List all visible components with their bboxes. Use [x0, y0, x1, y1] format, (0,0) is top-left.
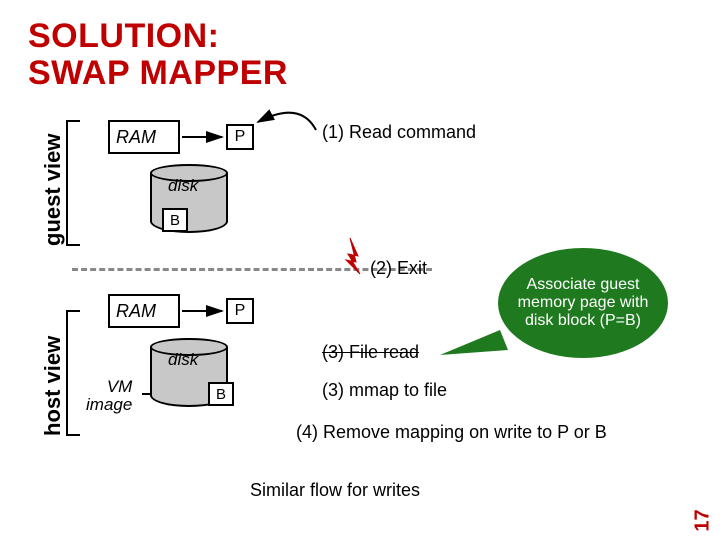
- guest-b-box: B: [162, 208, 188, 232]
- host-p-box: P: [226, 298, 254, 324]
- host-ram-box: RAM: [108, 294, 180, 328]
- host-view-label: host view: [40, 336, 66, 436]
- step3-strike-label: (3) File read: [322, 342, 419, 363]
- guest-disk-label: disk: [168, 176, 198, 196]
- step2-label: (2) Exit: [370, 258, 427, 279]
- title-line1: SOLUTION:: [28, 17, 219, 55]
- callout-bubble: Associate guest memory page with disk bl…: [498, 248, 668, 358]
- guest-view-label: guest view: [40, 134, 66, 246]
- step3-label: (3) mmap to file: [322, 380, 447, 401]
- host-disk-label: disk: [168, 350, 198, 370]
- host-ram-label: RAM: [116, 301, 156, 322]
- guest-ram-box: RAM: [108, 120, 180, 154]
- title-line2: SWAP MAPPER: [28, 54, 288, 92]
- host-bracket: [66, 310, 80, 436]
- step4-label: (4) Remove mapping on write to P or B: [296, 422, 607, 443]
- host-b-box: B: [208, 382, 234, 406]
- step1-label: (1) Read command: [322, 122, 476, 143]
- footer-text: Similar flow for writes: [250, 480, 420, 501]
- guest-ram-label: RAM: [116, 127, 156, 148]
- guest-p-box: P: [226, 124, 254, 150]
- guest-bracket: [66, 120, 80, 246]
- vm-image-label: VM image: [86, 378, 132, 414]
- page-number: 17: [691, 509, 714, 531]
- callout-text: Associate guest memory page with disk bl…: [508, 276, 658, 330]
- slide-title: SOLUTION: SWAP MAPPER: [28, 18, 288, 93]
